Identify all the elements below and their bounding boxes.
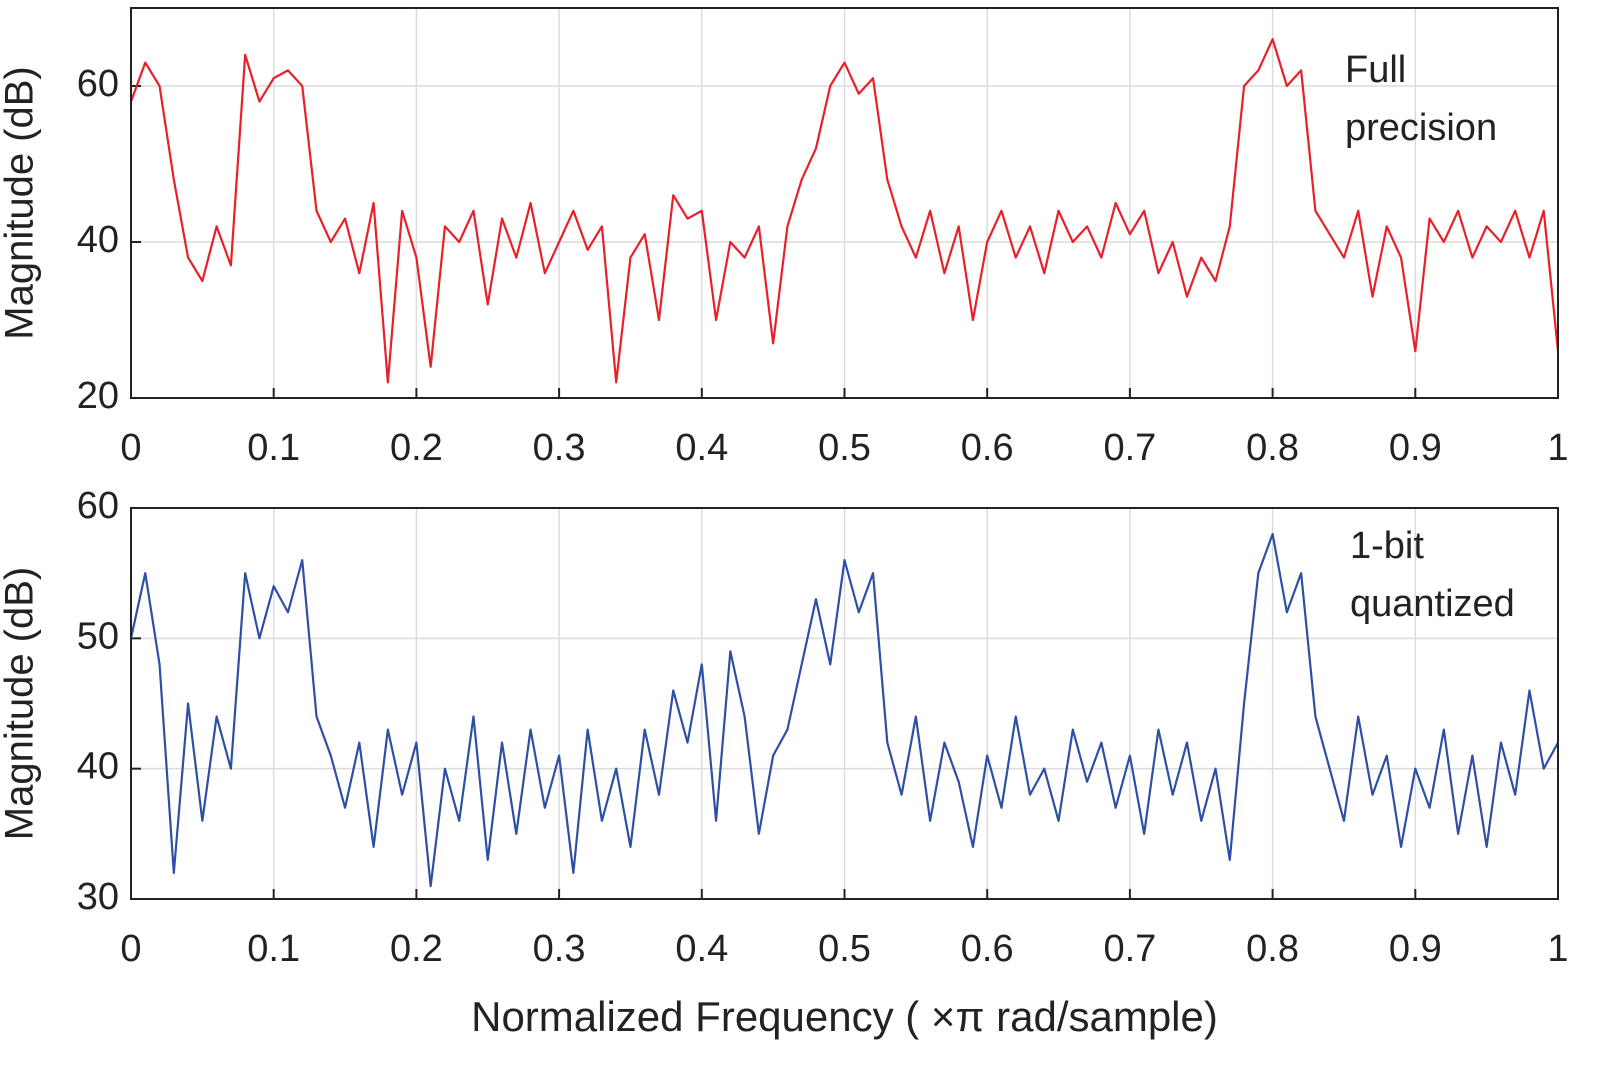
x-tick-label: 0.1 bbox=[247, 427, 300, 469]
y-tick-label: 50 bbox=[77, 615, 119, 657]
x-tick-label: 0.7 bbox=[1103, 427, 1156, 469]
x-tick-label: 0.7 bbox=[1103, 928, 1156, 970]
x-tick-label: 0.5 bbox=[818, 427, 871, 469]
x-tick-label: 0.6 bbox=[961, 427, 1014, 469]
axes-frame bbox=[130, 507, 1559, 900]
y-tick-label: 40 bbox=[77, 746, 119, 788]
x-tick-label: 0.5 bbox=[818, 928, 871, 970]
x-axis-label: Normalized Frequency ( ×π rad/sample) bbox=[471, 993, 1218, 1040]
x-tick-label: 0 bbox=[120, 928, 141, 970]
x-tick-label: 0.2 bbox=[390, 928, 443, 970]
x-tick-label: 0.8 bbox=[1246, 427, 1299, 469]
x-tick-label: 1 bbox=[1547, 928, 1568, 970]
x-tick-label: 0.2 bbox=[390, 427, 443, 469]
y-tick-label: 30 bbox=[77, 876, 119, 918]
x-tick-label: 0.9 bbox=[1389, 928, 1442, 970]
y-tick-label: 60 bbox=[77, 63, 119, 105]
data-line bbox=[129, 532, 1559, 888]
y-tick-label: 20 bbox=[77, 375, 119, 417]
annotation: 1-bit bbox=[1350, 525, 1424, 567]
x-tick-label: 0.3 bbox=[533, 928, 586, 970]
axes-frame bbox=[130, 7, 1559, 399]
y-tick-label: 60 bbox=[77, 485, 119, 527]
x-tick-label: 0.3 bbox=[533, 427, 586, 469]
data-line bbox=[129, 38, 1560, 384]
annotation: quantized bbox=[1350, 583, 1515, 625]
x-tick-label: 0.4 bbox=[675, 928, 728, 970]
y-axis-label: Magnitude (dB) bbox=[0, 567, 42, 840]
x-tick-label: 1 bbox=[1547, 427, 1568, 469]
x-tick-label: 0.6 bbox=[961, 928, 1014, 970]
y-axis-label: Magnitude (dB) bbox=[0, 66, 42, 339]
annotation: precision bbox=[1345, 107, 1497, 149]
x-tick-label: 0.9 bbox=[1389, 427, 1442, 469]
annotation: Full bbox=[1345, 49, 1406, 91]
y-tick-label: 40 bbox=[77, 219, 119, 261]
x-tick-label: 0 bbox=[120, 427, 141, 469]
x-tick-label: 0.8 bbox=[1246, 928, 1299, 970]
x-tick-label: 0.4 bbox=[675, 427, 728, 469]
x-tick-label: 0.1 bbox=[247, 928, 300, 970]
